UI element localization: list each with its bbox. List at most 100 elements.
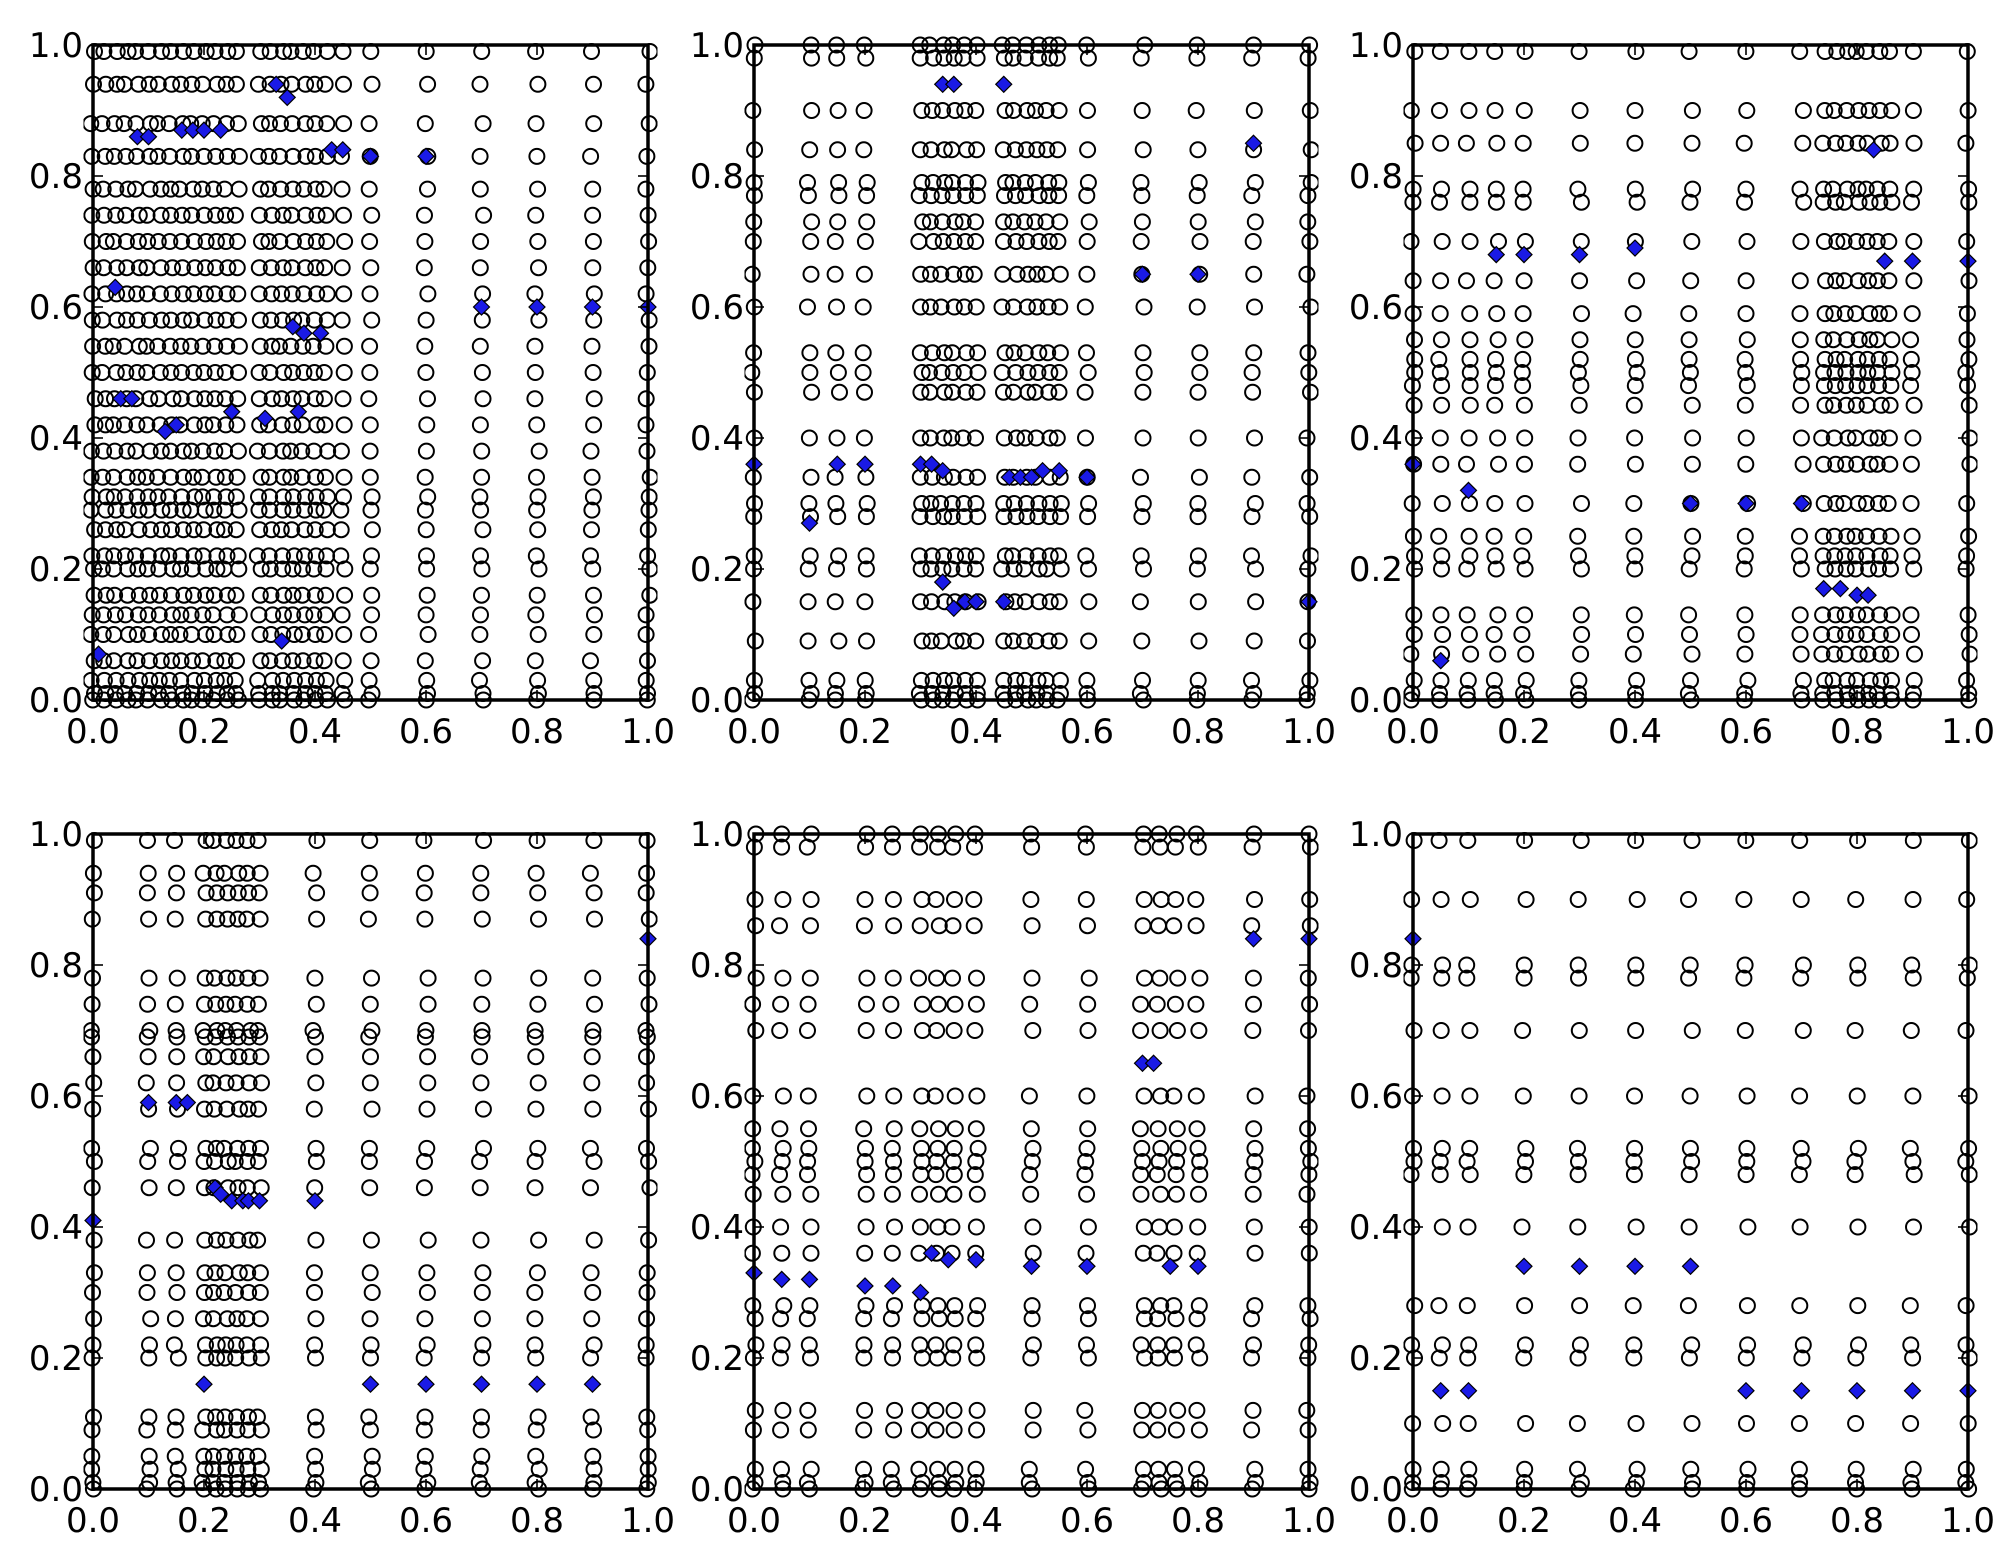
circle-point: [273, 652, 291, 670]
circle-point: [229, 233, 246, 250]
circle-point: [1836, 305, 1854, 323]
circle-point: [1626, 547, 1644, 565]
circle-point: [1847, 1415, 1865, 1432]
circle-point: [1627, 1218, 1645, 1236]
circle-point: [139, 1153, 157, 1170]
circle-point: [957, 547, 974, 565]
circle-point: [886, 1218, 903, 1236]
circle-point: [305, 1264, 323, 1282]
circle-point: [1571, 331, 1589, 349]
circle-point: [1738, 1087, 1756, 1105]
circle-point: [1431, 364, 1449, 381]
circle-point: [1191, 344, 1209, 362]
diamond-point: [967, 1250, 985, 1269]
circle-point: [856, 891, 874, 908]
diamond-point: [1487, 245, 1506, 264]
circle-point: [216, 1408, 234, 1426]
circle-point: [1459, 1415, 1477, 1432]
circle-point: [1458, 272, 1475, 290]
circle-point: [744, 265, 761, 283]
circle-point: [227, 521, 245, 539]
circle-point: [218, 337, 236, 355]
circle-point: [1794, 956, 1812, 974]
diamond-point: [967, 592, 985, 611]
circle-point: [166, 1310, 184, 1328]
circle-point: [1516, 606, 1534, 624]
circle-point: [307, 233, 325, 250]
circle-point: [318, 233, 336, 250]
circle-point: [995, 508, 1013, 526]
circle-point: [94, 468, 112, 486]
circle-point: [912, 265, 930, 283]
circle-point: [1792, 350, 1810, 368]
circle-point: [307, 671, 325, 689]
circle-point: [928, 969, 946, 987]
x-tick-label: 0.0: [727, 712, 781, 752]
circle-point: [583, 337, 601, 355]
y-tick-label: 0.0: [690, 681, 744, 721]
diamond-markers: [745, 929, 1318, 1302]
circle-point: [1515, 272, 1533, 290]
circle-point: [282, 468, 300, 486]
circle-point: [305, 606, 323, 624]
circle-point: [637, 606, 655, 624]
circle-point: [117, 606, 134, 624]
circle-point: [335, 488, 352, 506]
circle-point: [641, 468, 658, 486]
y-tick-label: 0.2: [29, 1339, 83, 1379]
circle-point: [360, 390, 378, 408]
circle-markers: [744, 36, 1319, 709]
circle-point: [826, 233, 844, 250]
circle-point: [1849, 1297, 1867, 1315]
circle-point: [1430, 1349, 1448, 1367]
circle-point: [1957, 364, 1975, 381]
circle-point: [945, 1185, 963, 1203]
circle-point: [473, 1310, 491, 1328]
circle-point: [799, 995, 817, 1013]
circle-point: [799, 560, 817, 578]
circle-point: [86, 390, 104, 408]
circle-point: [1903, 193, 1920, 211]
circle-point: [1076, 1166, 1094, 1184]
diamond-point: [1626, 1257, 1644, 1276]
circle-point: [95, 206, 113, 224]
circle-point: [306, 1408, 324, 1426]
circle-point: [472, 606, 489, 624]
circle-point: [128, 364, 146, 381]
diamond-point: [1737, 1381, 1755, 1400]
diamond-point: [1737, 494, 1755, 513]
circle-point: [260, 442, 278, 460]
circle-point: [826, 468, 844, 486]
circle-point: [186, 390, 204, 408]
circle-point: [1680, 969, 1698, 987]
circle-point: [529, 1408, 547, 1426]
x-tick-label: 0.6: [1719, 712, 1773, 752]
circle-point: [584, 180, 602, 198]
circle-point: [419, 1074, 437, 1092]
circle-point: [1246, 1460, 1264, 1478]
circle-point: [332, 521, 350, 539]
circle-point: [858, 969, 876, 987]
circle-point: [1883, 606, 1901, 624]
circle-point: [293, 442, 311, 460]
circle-point: [1245, 1120, 1263, 1138]
circle-point: [207, 233, 225, 250]
circle-point: [283, 115, 301, 133]
circle-point: [935, 429, 953, 447]
circle-point: [161, 147, 179, 165]
circle-point: [585, 75, 602, 93]
circle-point: [799, 1087, 817, 1105]
circle-point: [149, 488, 167, 506]
circle-point: [1026, 383, 1044, 401]
circle-point: [1516, 233, 1534, 250]
circle-point: [1078, 233, 1096, 250]
circle-point: [1023, 1297, 1041, 1315]
circle-point: [216, 671, 234, 689]
circle-point: [1858, 377, 1876, 395]
x-tick-label: 0.2: [177, 1501, 231, 1541]
circle-point: [262, 311, 280, 329]
circle-point: [119, 180, 137, 198]
circle-point: [416, 337, 434, 355]
circle-point: [1302, 174, 1319, 191]
circle-point: [1847, 626, 1865, 643]
